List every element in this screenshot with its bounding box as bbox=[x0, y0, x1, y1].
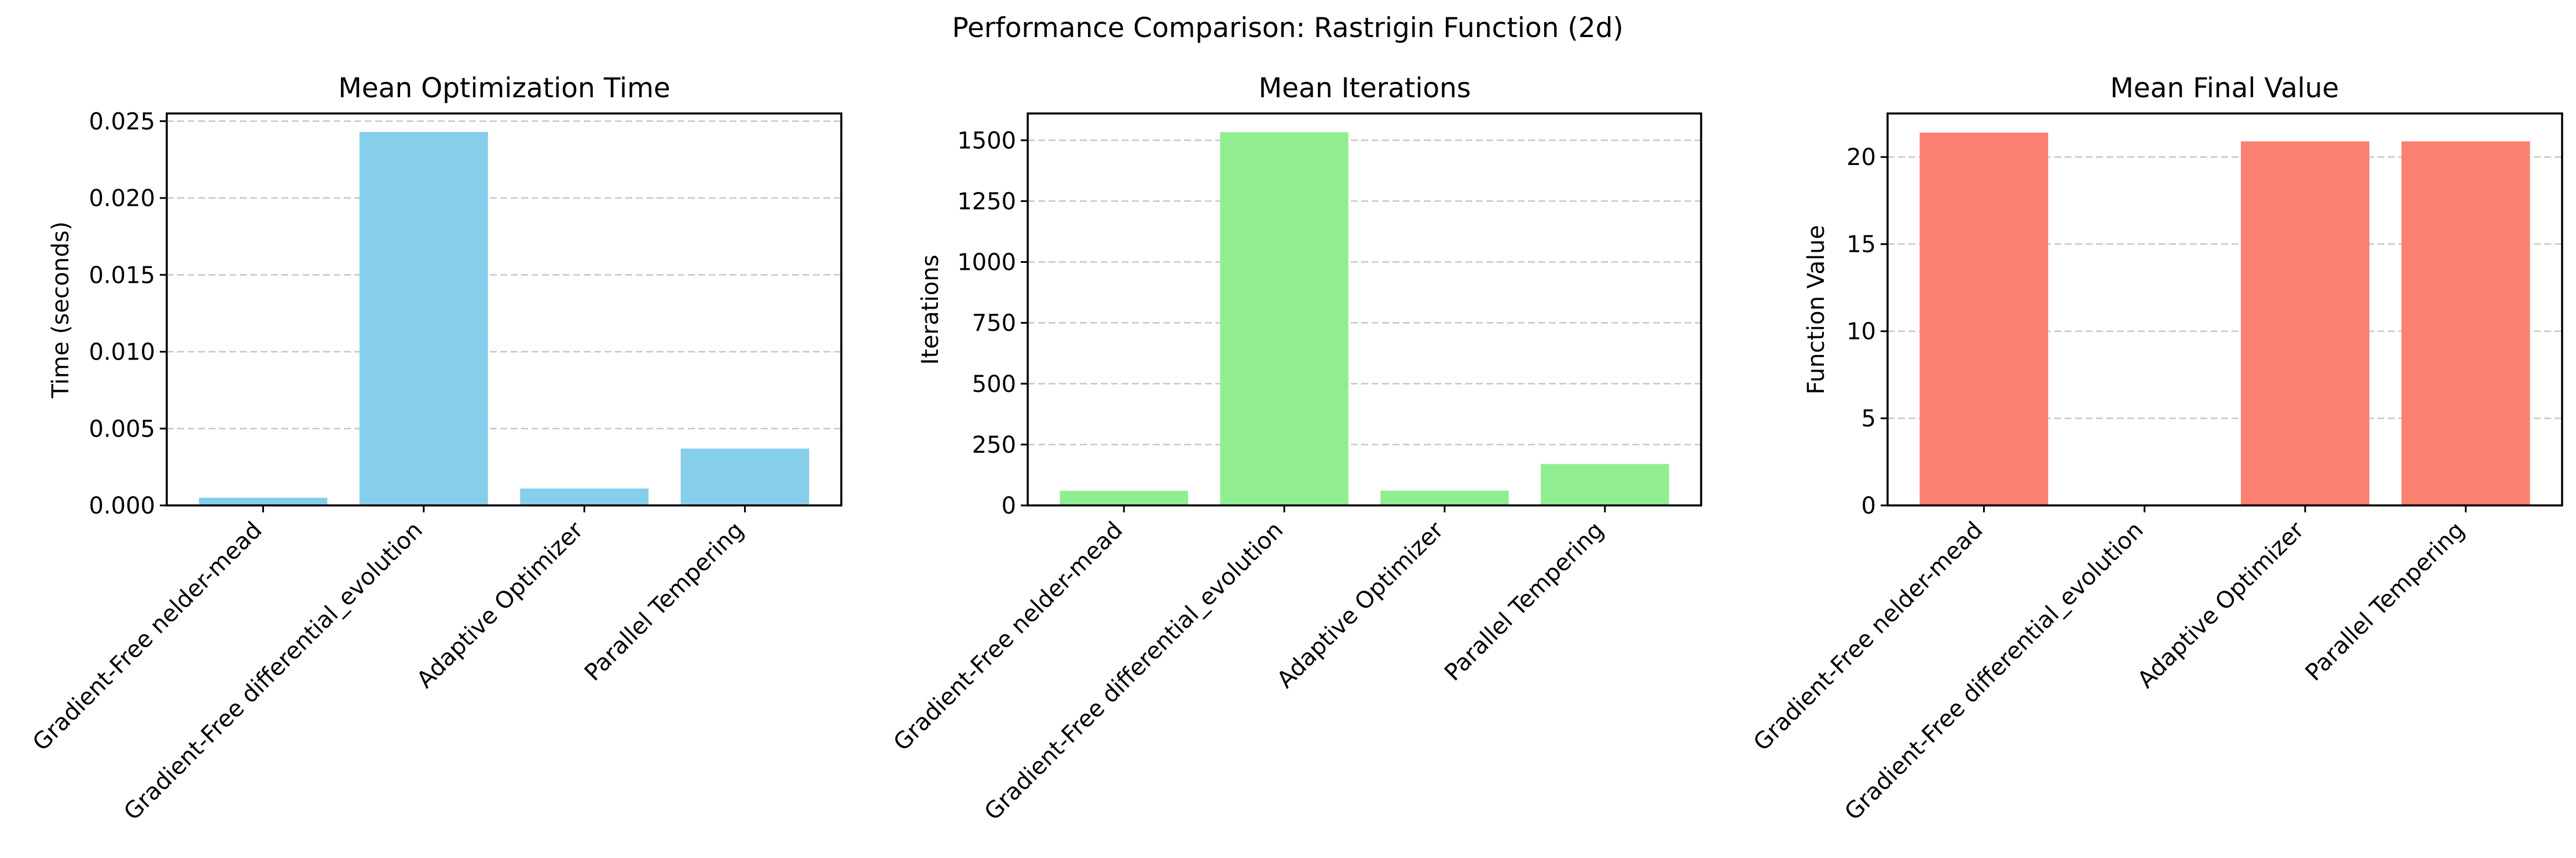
iterations-chart-ytick-label: 0 bbox=[1002, 493, 1016, 519]
iterations-chart-ytick-label: 250 bbox=[972, 432, 1016, 459]
final-value-chart-bar-parallel-tempering bbox=[2401, 141, 2530, 506]
iterations-chart-ytick-label: 500 bbox=[972, 371, 1016, 398]
time-chart-bars bbox=[199, 131, 809, 505]
iterations-chart-title: Mean Iterations bbox=[1259, 72, 1471, 104]
iterations-chart-bars bbox=[1060, 132, 1669, 505]
iterations-chart-ylabel: Iterations bbox=[917, 255, 944, 365]
time-chart-ylabel: Time (seconds) bbox=[47, 221, 74, 398]
time-chart-bar-parallel-tempering bbox=[680, 448, 809, 505]
final-value-chart-bars bbox=[1919, 133, 2530, 506]
iterations-chart-ytick-label: 1000 bbox=[957, 250, 1016, 276]
iterations-chart-ytick-label: 1500 bbox=[957, 127, 1016, 154]
time-chart-bar-gradient-free-differential-evolution bbox=[359, 131, 488, 505]
figure-suptitle: Performance Comparison: Rastrigin Functi… bbox=[952, 12, 1624, 44]
final-value-chart-ytick-label: 10 bbox=[1846, 318, 1876, 345]
iterations-chart-bar-parallel-tempering bbox=[1541, 464, 1669, 505]
time-chart-title: Mean Optimization Time bbox=[338, 72, 670, 104]
final-value-chart-ylabel: Function Value bbox=[1803, 225, 1830, 395]
final-value-chart-bar-gradient-free-nelder-mead bbox=[1919, 133, 2049, 505]
time-chart-ytick-label: 0.010 bbox=[89, 339, 155, 366]
iterations-chart-ytick-label: 1250 bbox=[957, 188, 1016, 215]
iterations-chart-bar-adaptive-optimizer bbox=[1380, 490, 1509, 505]
final-value-chart-ytick-label: 15 bbox=[1846, 232, 1876, 258]
iterations-chart-ytick-label: 750 bbox=[972, 310, 1016, 337]
time-chart-ytick-label: 0.020 bbox=[89, 185, 155, 212]
time-chart-ytick-label: 0.025 bbox=[89, 108, 155, 135]
time-chart-bar-adaptive-optimizer bbox=[520, 488, 649, 505]
final-value-chart-bar-adaptive-optimizer bbox=[2241, 141, 2370, 506]
time-chart-axes-frame bbox=[166, 112, 842, 507]
final-value-chart-title: Mean Final Value bbox=[2110, 72, 2339, 104]
final-value-chart-ytick-label: 20 bbox=[1846, 144, 1876, 171]
final-value-chart-ytick-label: 0 bbox=[1862, 493, 1876, 519]
time-chart-ytick-label: 0.015 bbox=[89, 262, 155, 289]
iterations-chart-bar-gradient-free-nelder-mead bbox=[1060, 490, 1188, 505]
time-chart-ytick-label: 0.000 bbox=[89, 493, 155, 519]
time-chart-bar-gradient-free-nelder-mead bbox=[199, 497, 328, 505]
time-chart-ytick-label: 0.005 bbox=[89, 416, 155, 442]
iterations-chart-bar-gradient-free-differential-evolution bbox=[1220, 132, 1349, 505]
final-value-chart-ytick-label: 5 bbox=[1862, 406, 1876, 432]
final-value-chart-axes-frame bbox=[1886, 112, 2563, 507]
iterations-chart-axes-frame bbox=[1027, 112, 1702, 507]
